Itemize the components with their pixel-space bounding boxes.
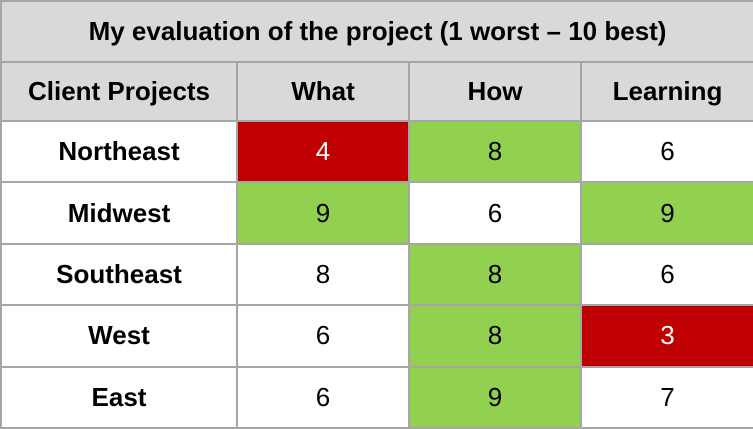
value-cell: 9 [408, 365, 582, 429]
column-header: Learning [579, 61, 753, 122]
value-cell: 8 [408, 242, 582, 307]
row-label: West [0, 304, 238, 368]
value-cell: 8 [408, 304, 582, 368]
header-row: Client Projects What How Learning [0, 61, 753, 122]
title-row: My evaluation of the project (1 worst – … [0, 0, 753, 63]
value-cell: 8 [408, 119, 582, 184]
table-body: Northeast 4 8 6 Midwest 9 6 9 Southeast 8 8 6 West 6 8… [0, 119, 753, 429]
value-cell: 4 [236, 119, 410, 184]
value-cell: 9 [236, 181, 410, 245]
value-cell: 6 [236, 365, 410, 429]
value-cell: 8 [236, 242, 410, 307]
table-title: My evaluation of the project (1 worst – … [0, 0, 753, 63]
row-label: Southeast [0, 242, 238, 307]
row-label: East [0, 365, 238, 429]
value-cell: 3 [579, 304, 753, 368]
value-cell: 7 [579, 365, 753, 429]
row-label: Northeast [0, 119, 238, 184]
table-row: Northeast 4 8 6 [0, 119, 753, 184]
table-row: Southeast 8 8 6 [0, 242, 753, 307]
table-row: Midwest 9 6 9 [0, 181, 753, 245]
value-cell: 6 [579, 119, 753, 184]
value-cell: 6 [236, 304, 410, 368]
table-row: East 6 9 7 [0, 365, 753, 429]
table-row: West 6 8 3 [0, 304, 753, 368]
value-cell: 6 [579, 242, 753, 307]
column-header: Client Projects [0, 61, 238, 122]
row-label: Midwest [0, 181, 238, 245]
value-cell: 6 [408, 181, 582, 245]
column-header: How [408, 61, 582, 122]
value-cell: 9 [579, 181, 753, 245]
column-header: What [236, 61, 410, 122]
